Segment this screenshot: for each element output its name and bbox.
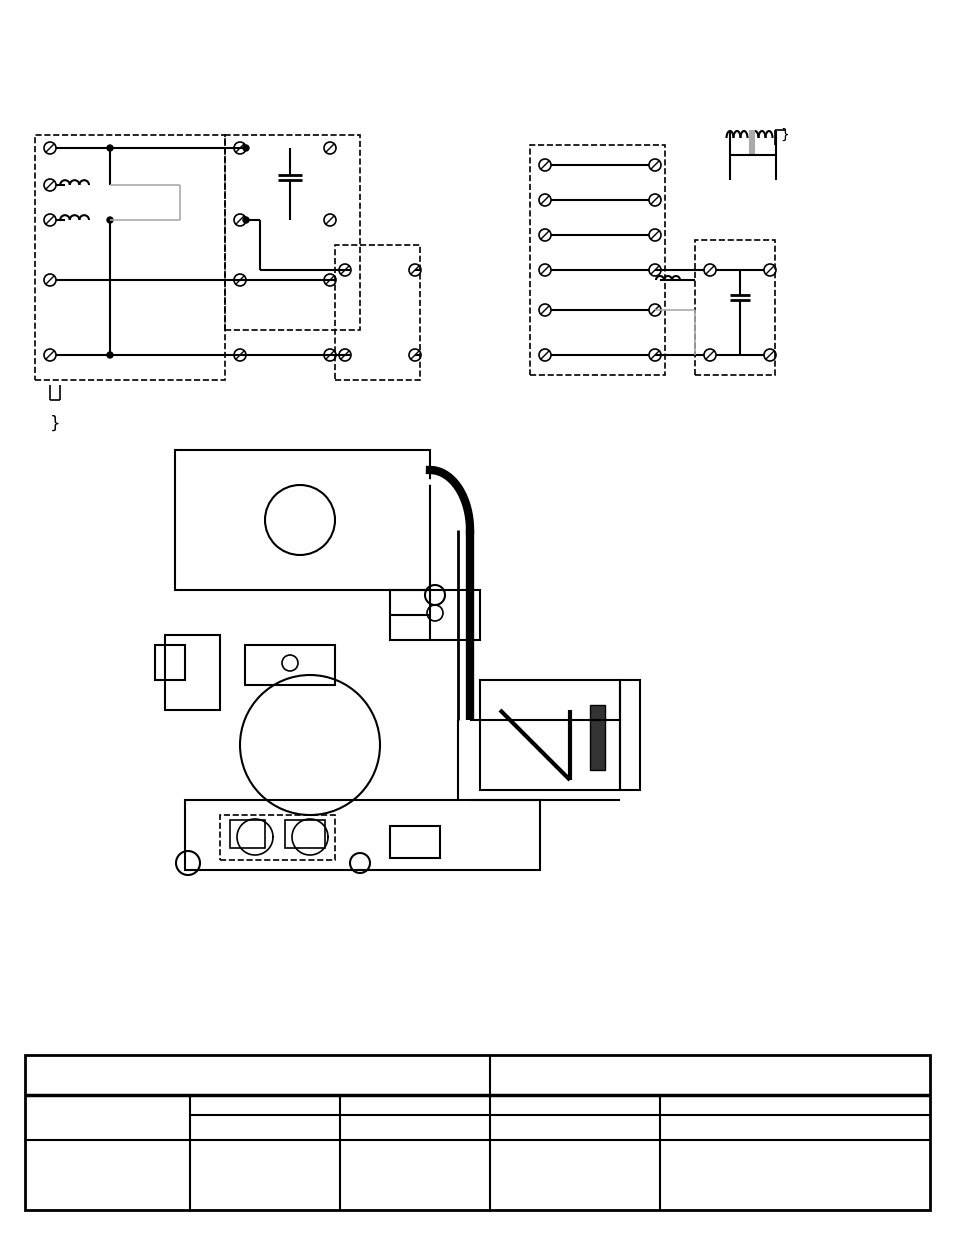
Bar bbox=[154, 645, 185, 680]
Bar bbox=[479, 680, 619, 790]
Bar bbox=[35, 135, 225, 380]
Circle shape bbox=[107, 217, 112, 224]
Text: }: } bbox=[50, 415, 60, 433]
Bar bbox=[390, 590, 479, 640]
Bar bbox=[390, 826, 439, 858]
Bar bbox=[230, 820, 265, 848]
Bar bbox=[220, 815, 335, 860]
Circle shape bbox=[107, 144, 112, 151]
Circle shape bbox=[243, 144, 249, 151]
Bar bbox=[174, 450, 430, 590]
Bar bbox=[589, 705, 604, 769]
Bar bbox=[285, 820, 325, 848]
Circle shape bbox=[107, 352, 112, 358]
Text: }: } bbox=[780, 128, 788, 142]
Bar bbox=[25, 1055, 929, 1210]
Circle shape bbox=[243, 217, 249, 224]
Bar bbox=[165, 635, 220, 710]
Bar bbox=[530, 144, 664, 375]
Bar bbox=[225, 135, 359, 330]
Bar bbox=[185, 800, 539, 869]
Bar bbox=[335, 245, 419, 380]
Bar bbox=[619, 680, 639, 790]
Bar bbox=[245, 645, 335, 685]
Bar bbox=[695, 240, 774, 375]
